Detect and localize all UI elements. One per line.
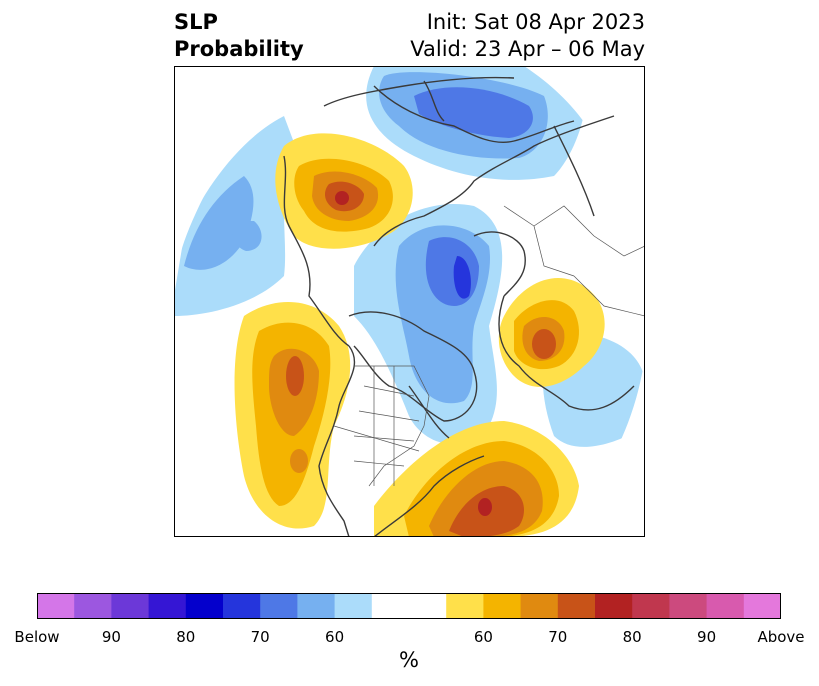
colorbar-segment (483, 593, 522, 619)
colorbar-segment (520, 593, 559, 619)
above-region-pacific-core (286, 356, 304, 396)
colorbar-frame (37, 593, 781, 619)
colorbar-segment (669, 593, 708, 619)
colorbar-segment (223, 593, 261, 619)
colorbar-tick-label: 60 (473, 628, 493, 646)
colorbar-segment (446, 593, 484, 619)
colorbar-tick-label: 80 (176, 628, 196, 646)
title-variable: SLP (174, 10, 218, 34)
map-corner-ne (524, 66, 645, 296)
colorbar-segment (409, 593, 447, 619)
colorbar-unit-label: % (399, 648, 419, 672)
colorbar-tick-label: Above (757, 628, 805, 646)
colorbar-segment (706, 593, 745, 619)
map-corner-sw (174, 326, 284, 537)
init-date: Init: Sat 08 Apr 2023 (426, 10, 645, 34)
colorbar-segment (297, 593, 336, 619)
colorbar-segment (334, 593, 373, 619)
colorbar-segment (743, 593, 782, 619)
polar-map (174, 66, 645, 537)
colorbar-segment (185, 593, 224, 619)
chart-title-right: Init: Sat 08 Apr 2023 Valid: 23 Apr – 06… (410, 9, 645, 63)
colorbar-tick-label: Below (14, 628, 60, 646)
probability-field (174, 66, 645, 537)
above-region-europe-core (532, 329, 556, 359)
colorbar-tick-label: 70 (548, 628, 568, 646)
coastlines (283, 76, 635, 537)
colorbar-segment (632, 593, 670, 619)
below-region-west-blob (232, 221, 262, 251)
colorbar-segment (111, 593, 150, 619)
colorbar-tick-label: 60 (325, 628, 345, 646)
below-region-west-core (184, 176, 254, 270)
colorbar-tick-label: 70 (250, 628, 270, 646)
title-product: Probability (174, 37, 304, 61)
colorbar-segment (595, 593, 633, 619)
valid-range: Valid: 23 Apr – 06 May (410, 37, 645, 61)
borders (333, 205, 645, 487)
colorbar-tick-label: 90 (101, 628, 121, 646)
chart-title-left: SLP Probability (174, 9, 304, 63)
above-region-east-us-peak (478, 498, 492, 516)
colorbar-tick-label: 80 (622, 628, 642, 646)
map-svg (174, 66, 645, 537)
below-region-north-core (414, 87, 533, 138)
colorbar-segment (37, 593, 75, 619)
colorbar-segment (371, 593, 410, 619)
colorbar (37, 593, 782, 619)
above-region-pacific-south (290, 449, 308, 473)
above-region-alaska-peak (335, 191, 349, 205)
below-region-arctic-peak (453, 256, 471, 299)
colorbar-segment (260, 593, 298, 619)
map-corner-se (554, 356, 645, 537)
map-corner-nw (174, 66, 374, 296)
colorbar-segment (74, 593, 112, 619)
colorbar-segment (557, 593, 596, 619)
colorbar-segment (148, 593, 187, 619)
colorbar-tick-label: 90 (697, 628, 717, 646)
colorbar-svg (37, 593, 782, 619)
map-frame (174, 66, 645, 537)
